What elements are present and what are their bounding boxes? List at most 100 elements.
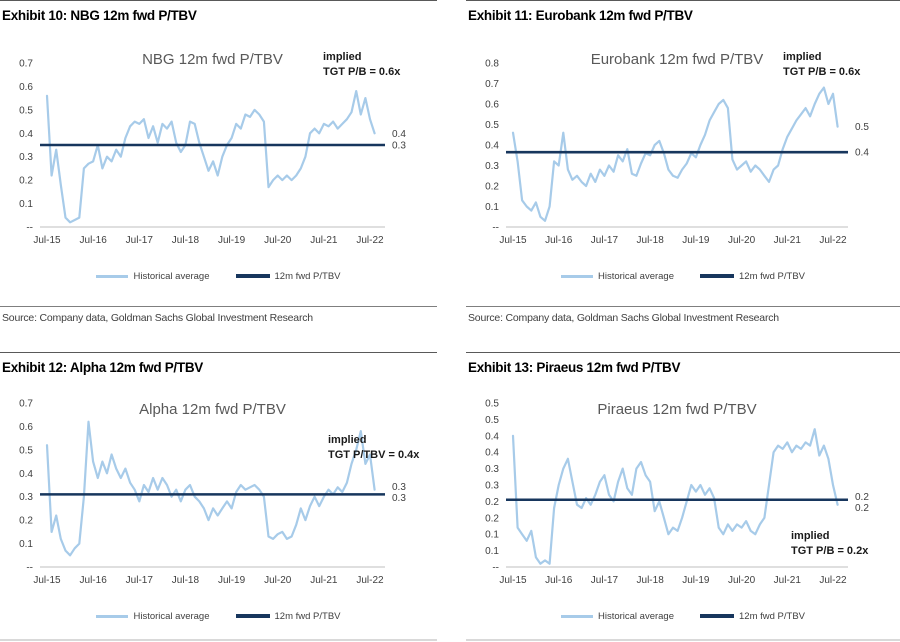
fwd-line-swatch-icon [700, 274, 735, 278]
y-tick-label: 0.3 [19, 152, 33, 163]
annotation-line2: TGT P/B = 0.2x [791, 545, 869, 557]
chart-area-piraeus: 0.5 0.5 0.4 0.4 0.3 0.3 0.2 0.2 0.1 0.1 -- Jul-15 Ju… [466, 389, 900, 589]
x-tick-label: Jul-18 [172, 575, 200, 586]
series-end-label: 0.2 [855, 503, 869, 514]
y-tick-label: 0.1 [19, 539, 33, 550]
y-tick-label: 0.3 [485, 464, 499, 475]
target-annotation: implied TGT P/B = 0.6x [783, 50, 860, 80]
y-tick-label: 0.1 [485, 530, 499, 541]
historical-series-line [511, 428, 839, 565]
y-tick-label: 0.2 [485, 182, 499, 193]
historical-line-swatch-icon [560, 614, 593, 618]
y-tick-label: 0.6 [19, 422, 33, 433]
target-annotation: implied TGT P/TBV = 0.4x [328, 433, 419, 463]
fwd-line-swatch-icon [235, 614, 270, 618]
chart-title: Eurobank 12m fwd P/TBV [590, 51, 764, 68]
legend-label: 12m fwd P/TBV [739, 610, 806, 622]
y-tick-label: 0.4 [485, 448, 499, 459]
x-tick-label: Jul-15 [499, 575, 527, 586]
target-end-label: 0.2 [855, 492, 869, 503]
y-tick-label: 0.2 [485, 497, 499, 508]
y-tick-label: 0.3 [19, 492, 33, 503]
y-tick-label: 0.3 [485, 481, 499, 492]
exhibit-panel-piraeus: Exhibit 13: Piraeus 12m fwd P/TBV 0.5 0.5… [466, 352, 900, 641]
series-end-label: 0.3 [392, 482, 406, 493]
x-tick-label: Jul-21 [774, 235, 802, 246]
x-tick-label: Jul-22 [819, 575, 847, 586]
historical-series-line [45, 89, 376, 224]
chart-canvas: 0.50.50.40.40.30.30.20.20.10.1--Jul-15 Ju… [485, 399, 869, 587]
legend-label: 12m fwd P/TBV [739, 270, 806, 282]
chart-legend: Historical average 12m fwd P/TBV [466, 609, 900, 623]
x-tick-label: Jul-19 [218, 235, 246, 246]
x-tick-label: Jul-21 [310, 235, 338, 246]
legend-label: 12m fwd P/TBV [274, 270, 341, 282]
legend-item-historical: Historical average [96, 611, 210, 622]
x-tick-label: Jul-16 [80, 235, 108, 246]
legend-item-fwd: 12m fwd P/TBV [700, 611, 805, 622]
exhibit-title: Exhibit 10: NBG 12m fwd P/TBV [2, 8, 197, 23]
x-tick-label: Jul-15 [33, 235, 61, 246]
historical-line-swatch-icon [96, 274, 129, 278]
x-tick-label: Jul-17 [591, 235, 619, 246]
exhibit-title: Exhibit 12: Alpha 12m fwd P/TBV [2, 360, 203, 375]
y-tick-label: 0.2 [19, 176, 33, 187]
x-tick-label: Jul-22 [819, 235, 847, 246]
series-end-label: 0.5 [855, 122, 869, 133]
legend-label: Historical average [597, 610, 675, 622]
exhibit-title: Exhibit 11: Eurobank 12m fwd P/TBV [468, 8, 693, 23]
annotation-line1: implied [323, 51, 362, 63]
chart-canvas: 0.70.60.50.40.30.20.1--Jul-15 Jul-16 Jul-1… [19, 59, 406, 247]
legend-label: Historical average [597, 270, 675, 282]
annotation-line2: TGT P/B = 0.6x [323, 66, 401, 78]
historical-series-line [511, 86, 839, 222]
chart-legend: Historical average 12m fwd P/TBV [0, 269, 437, 283]
series-end-label: 0.4 [392, 129, 406, 140]
legend-item-fwd: 12m fwd P/TBV [235, 611, 341, 622]
y-tick-label: 0.2 [19, 516, 33, 527]
x-tick-label: Jul-19 [682, 575, 710, 586]
x-tick-label: Jul-20 [264, 235, 292, 246]
y-tick-label: 0.2 [485, 513, 499, 524]
legend-label: Historical average [133, 270, 210, 282]
chart-title: Piraeus 12m fwd P/TBV [597, 401, 757, 418]
x-tick-label: Jul-22 [356, 235, 384, 246]
x-tick-label: Jul-16 [80, 575, 108, 586]
chart-canvas: 0.8 0.7 0.6 0.5 0.4 0.3 0.2 0.1 --Jul-15 Jul-16 Ju… [485, 59, 869, 247]
exhibit-title: Exhibit 13: Piraeus 12m fwd P/TBV [468, 360, 681, 375]
x-tick-label: Jul-21 [774, 575, 802, 586]
y-tick-label: 0.1 [485, 546, 499, 557]
historical-series-line [45, 420, 376, 557]
legend-item-historical: Historical average [96, 270, 210, 282]
y-tick-label: 0.8 [485, 59, 499, 70]
y-tick-label: 0.4 [485, 431, 499, 442]
chart-title: NBG 12m fwd P/TBV [142, 51, 283, 68]
exhibit-panel-eurobank: Exhibit 11: Eurobank 12m fwd P/TBV 0.8 0.… [466, 0, 900, 352]
annotation-line1: implied [328, 434, 367, 446]
y-tick-label: 0.1 [19, 199, 33, 210]
y-tick-label: 0.4 [19, 469, 33, 480]
y-tick-label: 0.6 [19, 82, 33, 93]
exhibit-panel-nbg: Exhibit 10: NBG 12m fwd P/TBV 0.7 0.6 0.5 0… [0, 0, 437, 352]
x-tick-label: Jul-16 [545, 235, 573, 246]
historical-line-swatch-icon [560, 274, 593, 278]
target-annotation: implied TGT P/B = 0.6x [323, 50, 400, 80]
target-end-label: 0.4 [855, 148, 869, 159]
x-tick-label: Jul-20 [728, 575, 756, 586]
chart-area-nbg: 0.7 0.6 0.5 0.4 0.3 0.2 0.1 -- Jul-15 Jul-16 Jul-1… [0, 49, 437, 249]
annotation-line1: implied [791, 530, 830, 542]
legend-item-fwd: 12m fwd P/TBV [700, 271, 805, 282]
y-tick-label: 0.5 [19, 445, 33, 456]
target-end-label: 0.3 [392, 141, 406, 152]
x-tick-label: Jul-18 [172, 235, 200, 246]
x-tick-label: Jul-15 [499, 235, 527, 246]
y-tick-label: 0.5 [485, 399, 499, 410]
x-tick-label: Jul-15 [33, 575, 61, 586]
y-tick-label: -- [26, 223, 33, 234]
y-tick-label: 0.6 [485, 100, 499, 111]
annotation-line2: TGT P/B = 0.6x [783, 66, 861, 78]
source-note: Source: Company data, Goldman Sachs Glob… [2, 312, 313, 324]
x-tick-label: Jul-17 [126, 575, 154, 586]
x-tick-label: Jul-21 [310, 575, 338, 586]
x-tick-label: Jul-20 [728, 235, 756, 246]
